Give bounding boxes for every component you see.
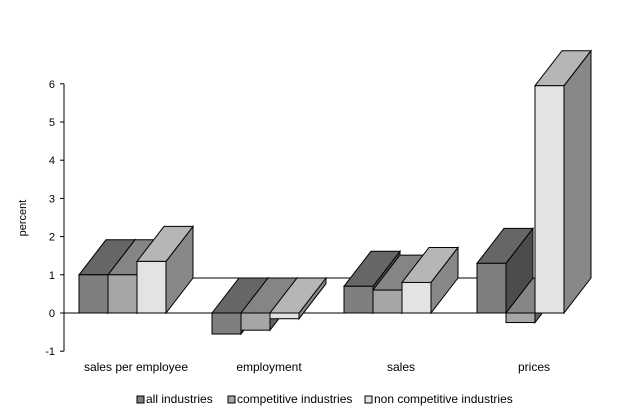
- y-axis-label: percent: [17, 200, 29, 237]
- bars: [77, 49, 593, 336]
- legend-swatch: [227, 395, 236, 404]
- bar-front: [78, 274, 109, 314]
- category-label: sales per employee: [84, 360, 188, 374]
- bar-front: [136, 260, 167, 314]
- bar-front: [240, 312, 271, 331]
- category-label: employment: [236, 360, 302, 374]
- bar-front: [269, 312, 300, 320]
- bar: [135, 224, 195, 315]
- y-tick-label: 4: [49, 155, 55, 167]
- legend-label: all industries: [146, 392, 213, 406]
- legend-swatch: [136, 395, 145, 404]
- y-tick-label: 6: [49, 79, 55, 91]
- category-labels: sales per employee employment sales prices: [84, 360, 550, 374]
- bar-front: [505, 312, 536, 324]
- bar-front: [401, 281, 432, 314]
- category-label: prices: [518, 360, 550, 374]
- bar-front: [372, 289, 403, 314]
- legend-label: non competitive industries: [374, 392, 513, 406]
- bar: [533, 49, 593, 315]
- y-tick-label: -1: [45, 346, 55, 358]
- y-tick-label: 1: [49, 270, 55, 282]
- legend-label: competitive industries: [237, 392, 352, 406]
- bar: [268, 276, 328, 321]
- y-tick-label: 0: [49, 308, 55, 320]
- legend-swatch: [364, 395, 373, 404]
- y-tick-label: 2: [49, 232, 55, 244]
- bar-front: [211, 312, 242, 335]
- category-label: sales: [387, 360, 415, 374]
- legend-item: all industries: [136, 392, 213, 406]
- bar-front: [476, 262, 507, 314]
- legend-item: non competitive industries: [364, 392, 513, 406]
- bar: [400, 245, 460, 315]
- bar-side: [563, 49, 592, 315]
- bar-front: [107, 274, 138, 314]
- y-tick-label: 5: [49, 117, 55, 129]
- legend: all industries competitive industries non …: [136, 392, 513, 406]
- bar-front: [343, 285, 374, 314]
- bar-front: [534, 85, 565, 314]
- legend-item: competitive industries: [227, 392, 352, 406]
- y-tick-label: 3: [49, 193, 55, 205]
